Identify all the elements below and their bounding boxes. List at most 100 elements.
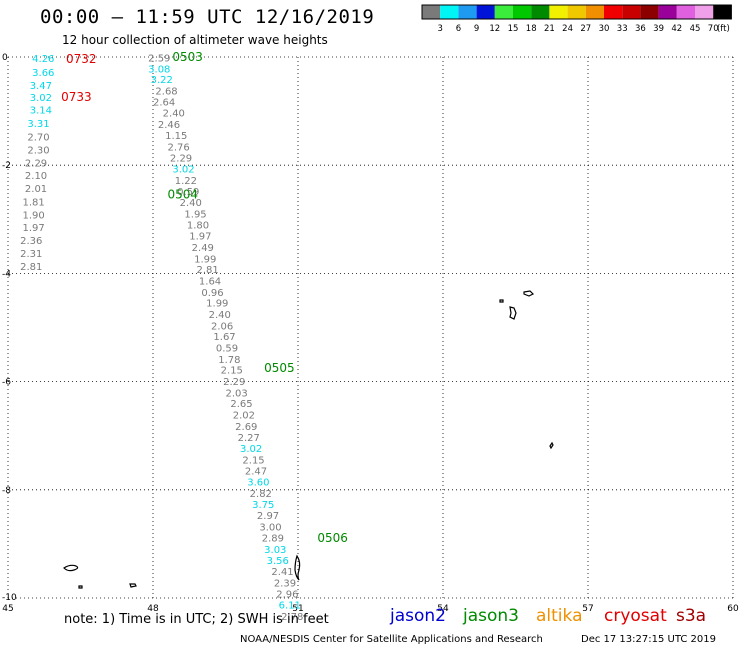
wave-height-value: 1.97 <box>23 223 45 234</box>
wave-height-value: 2.68 <box>155 87 177 98</box>
wave-height-value: 2.15 <box>242 456 264 467</box>
satellite-jason2: jason2 <box>390 606 446 626</box>
wave-height-value: 1.78 <box>218 355 240 366</box>
wave-height-value: 3.22 <box>151 75 173 86</box>
y-tick-label: -10 <box>2 593 17 603</box>
wave-height-value: 1.99 <box>206 299 228 310</box>
wave-height-value: 2.76 <box>168 142 190 153</box>
wave-height-value: 3.75 <box>252 500 274 511</box>
wave-height-value: 2.40 <box>163 109 185 120</box>
colorbar-swatch <box>531 5 550 19</box>
colorbar-swatch <box>695 5 714 19</box>
satellite-cryosat: cryosat <box>604 606 667 626</box>
colorbar-swatch <box>440 5 459 19</box>
wave-height-value: 2.40 <box>180 198 202 209</box>
wave-height-value: 1.81 <box>23 197 45 208</box>
wave-height-value: 3.66 <box>32 68 54 79</box>
pass-time-label: 0733 <box>61 90 92 104</box>
wave-height-value: 2.03 <box>226 388 248 399</box>
wave-height-value: 2.78 <box>281 612 303 623</box>
y-tick-label: -6 <box>2 378 11 388</box>
colorbar-swatch <box>476 5 495 19</box>
coastline-shape <box>509 306 517 320</box>
colorbar-tick-label: 18 <box>526 24 537 34</box>
colorbar-swatch <box>676 5 695 19</box>
colorbar-swatch <box>640 5 659 19</box>
wave-height-value: 2.69 <box>235 422 257 433</box>
coastline-shape <box>499 299 504 303</box>
coastline-shape <box>523 290 535 297</box>
wave-height-value: 3.02 <box>172 164 194 175</box>
chart-subtitle: 12 hour collection of altimeter wave hei… <box>62 33 328 47</box>
wave-height-value: 0.96 <box>201 288 223 299</box>
colorbar-tick-label: 27 <box>580 24 591 34</box>
colorbar-tick-label: 12 <box>489 24 500 34</box>
coastline-shape <box>294 554 301 581</box>
coastline-shape <box>78 585 83 589</box>
pass-time-label: 0504 <box>168 187 199 201</box>
wave-height-value: 2.27 <box>238 433 260 444</box>
satellite-jason3: jason3 <box>463 606 519 626</box>
colorbar-frame <box>421 4 732 20</box>
colorbar-swatch <box>585 5 604 19</box>
wave-height-value: 2.81 <box>20 262 42 273</box>
footer-note: note: 1) Time is in UTC; 2) SWH is in fe… <box>64 612 329 627</box>
wave-height-value: 0.59 <box>177 187 199 198</box>
wave-height-value: 3.08 <box>148 64 170 75</box>
wave-height-value: 2.15 <box>221 366 243 377</box>
colorbar-tick-label: 3 <box>437 24 442 34</box>
pass-time-label: 0732 <box>66 52 97 66</box>
colorbar-swatch <box>604 5 623 19</box>
colorbar-tick-label: 70 <box>708 24 719 34</box>
x-tick-label: 60 <box>727 604 739 614</box>
pass-time-label: 0503 <box>172 50 203 64</box>
chart-title: 00:00 – 11:59 UTC 12/16/2019 <box>40 6 375 28</box>
wave-height-value: 1.80 <box>187 221 209 232</box>
colorbar-swatch <box>494 5 513 19</box>
wave-height-value: 2.70 <box>27 133 49 144</box>
wave-height-value: 1.97 <box>189 232 211 243</box>
colorbar-tick-label: 24 <box>562 24 573 34</box>
wave-height-value: 2.10 <box>25 171 47 182</box>
wave-height-value: 3.56 <box>267 556 289 567</box>
wave-height-value: 2.29 <box>170 154 192 165</box>
colorbar-swatch <box>513 5 532 19</box>
pass-time-label: 0505 <box>264 361 295 375</box>
colorbar-tick-label: 21 <box>544 24 555 34</box>
wave-height-value: 0.59 <box>216 344 238 355</box>
x-tick-label: 57 <box>582 604 593 614</box>
colorbar-swatch <box>622 5 641 19</box>
colorbar-tick-label: 15 <box>508 24 519 34</box>
y-tick-label: -2 <box>2 161 11 171</box>
wave-height-value: 2.40 <box>209 310 231 321</box>
colorbar-swatch <box>567 5 586 19</box>
wave-height-value: 2.41 <box>271 567 293 578</box>
wave-height-value: 2.97 <box>257 511 279 522</box>
wave-height-value: 2.65 <box>230 399 252 410</box>
wave-height-value: 1.95 <box>184 209 206 220</box>
colorbar-swatch <box>713 5 732 19</box>
wave-height-value: 2.59 <box>148 54 170 65</box>
satellite-s3a: s3a <box>676 606 707 626</box>
wave-height-value: 3.47 <box>30 81 52 92</box>
wave-height-value: 1.15 <box>165 131 187 142</box>
wave-height-value: 4.26 <box>32 54 54 65</box>
pass-time-label: 0506 <box>317 531 348 545</box>
x-tick-label: 51 <box>292 604 303 614</box>
credit-line: NOAA/NESDIS Center for Satellite Applica… <box>240 634 543 645</box>
coastline-shape <box>63 564 79 572</box>
color-scale: 3 6 9 12 15 18 21 24 27 30 33 36 39 42 45 70(ft) <box>421 4 732 34</box>
wave-height-value: 2.49 <box>192 243 214 254</box>
wave-height-value: 2.36 <box>20 236 42 247</box>
wave-height-value: 6.11 <box>279 600 301 611</box>
x-tick-label: 45 <box>2 604 13 614</box>
wave-height-value: 2.64 <box>153 97 175 108</box>
y-tick-label: -4 <box>2 269 11 279</box>
colorbar-tick-label: 30 <box>599 24 610 34</box>
colorbar-tick-label: 39 <box>653 24 664 34</box>
wave-height-value: 1.67 <box>213 332 235 343</box>
wave-height-value: 1.22 <box>175 176 197 187</box>
x-tick-label: 48 <box>147 604 159 614</box>
wave-height-value: 3.00 <box>259 523 281 534</box>
wave-height-value: 3.02 <box>240 444 262 455</box>
